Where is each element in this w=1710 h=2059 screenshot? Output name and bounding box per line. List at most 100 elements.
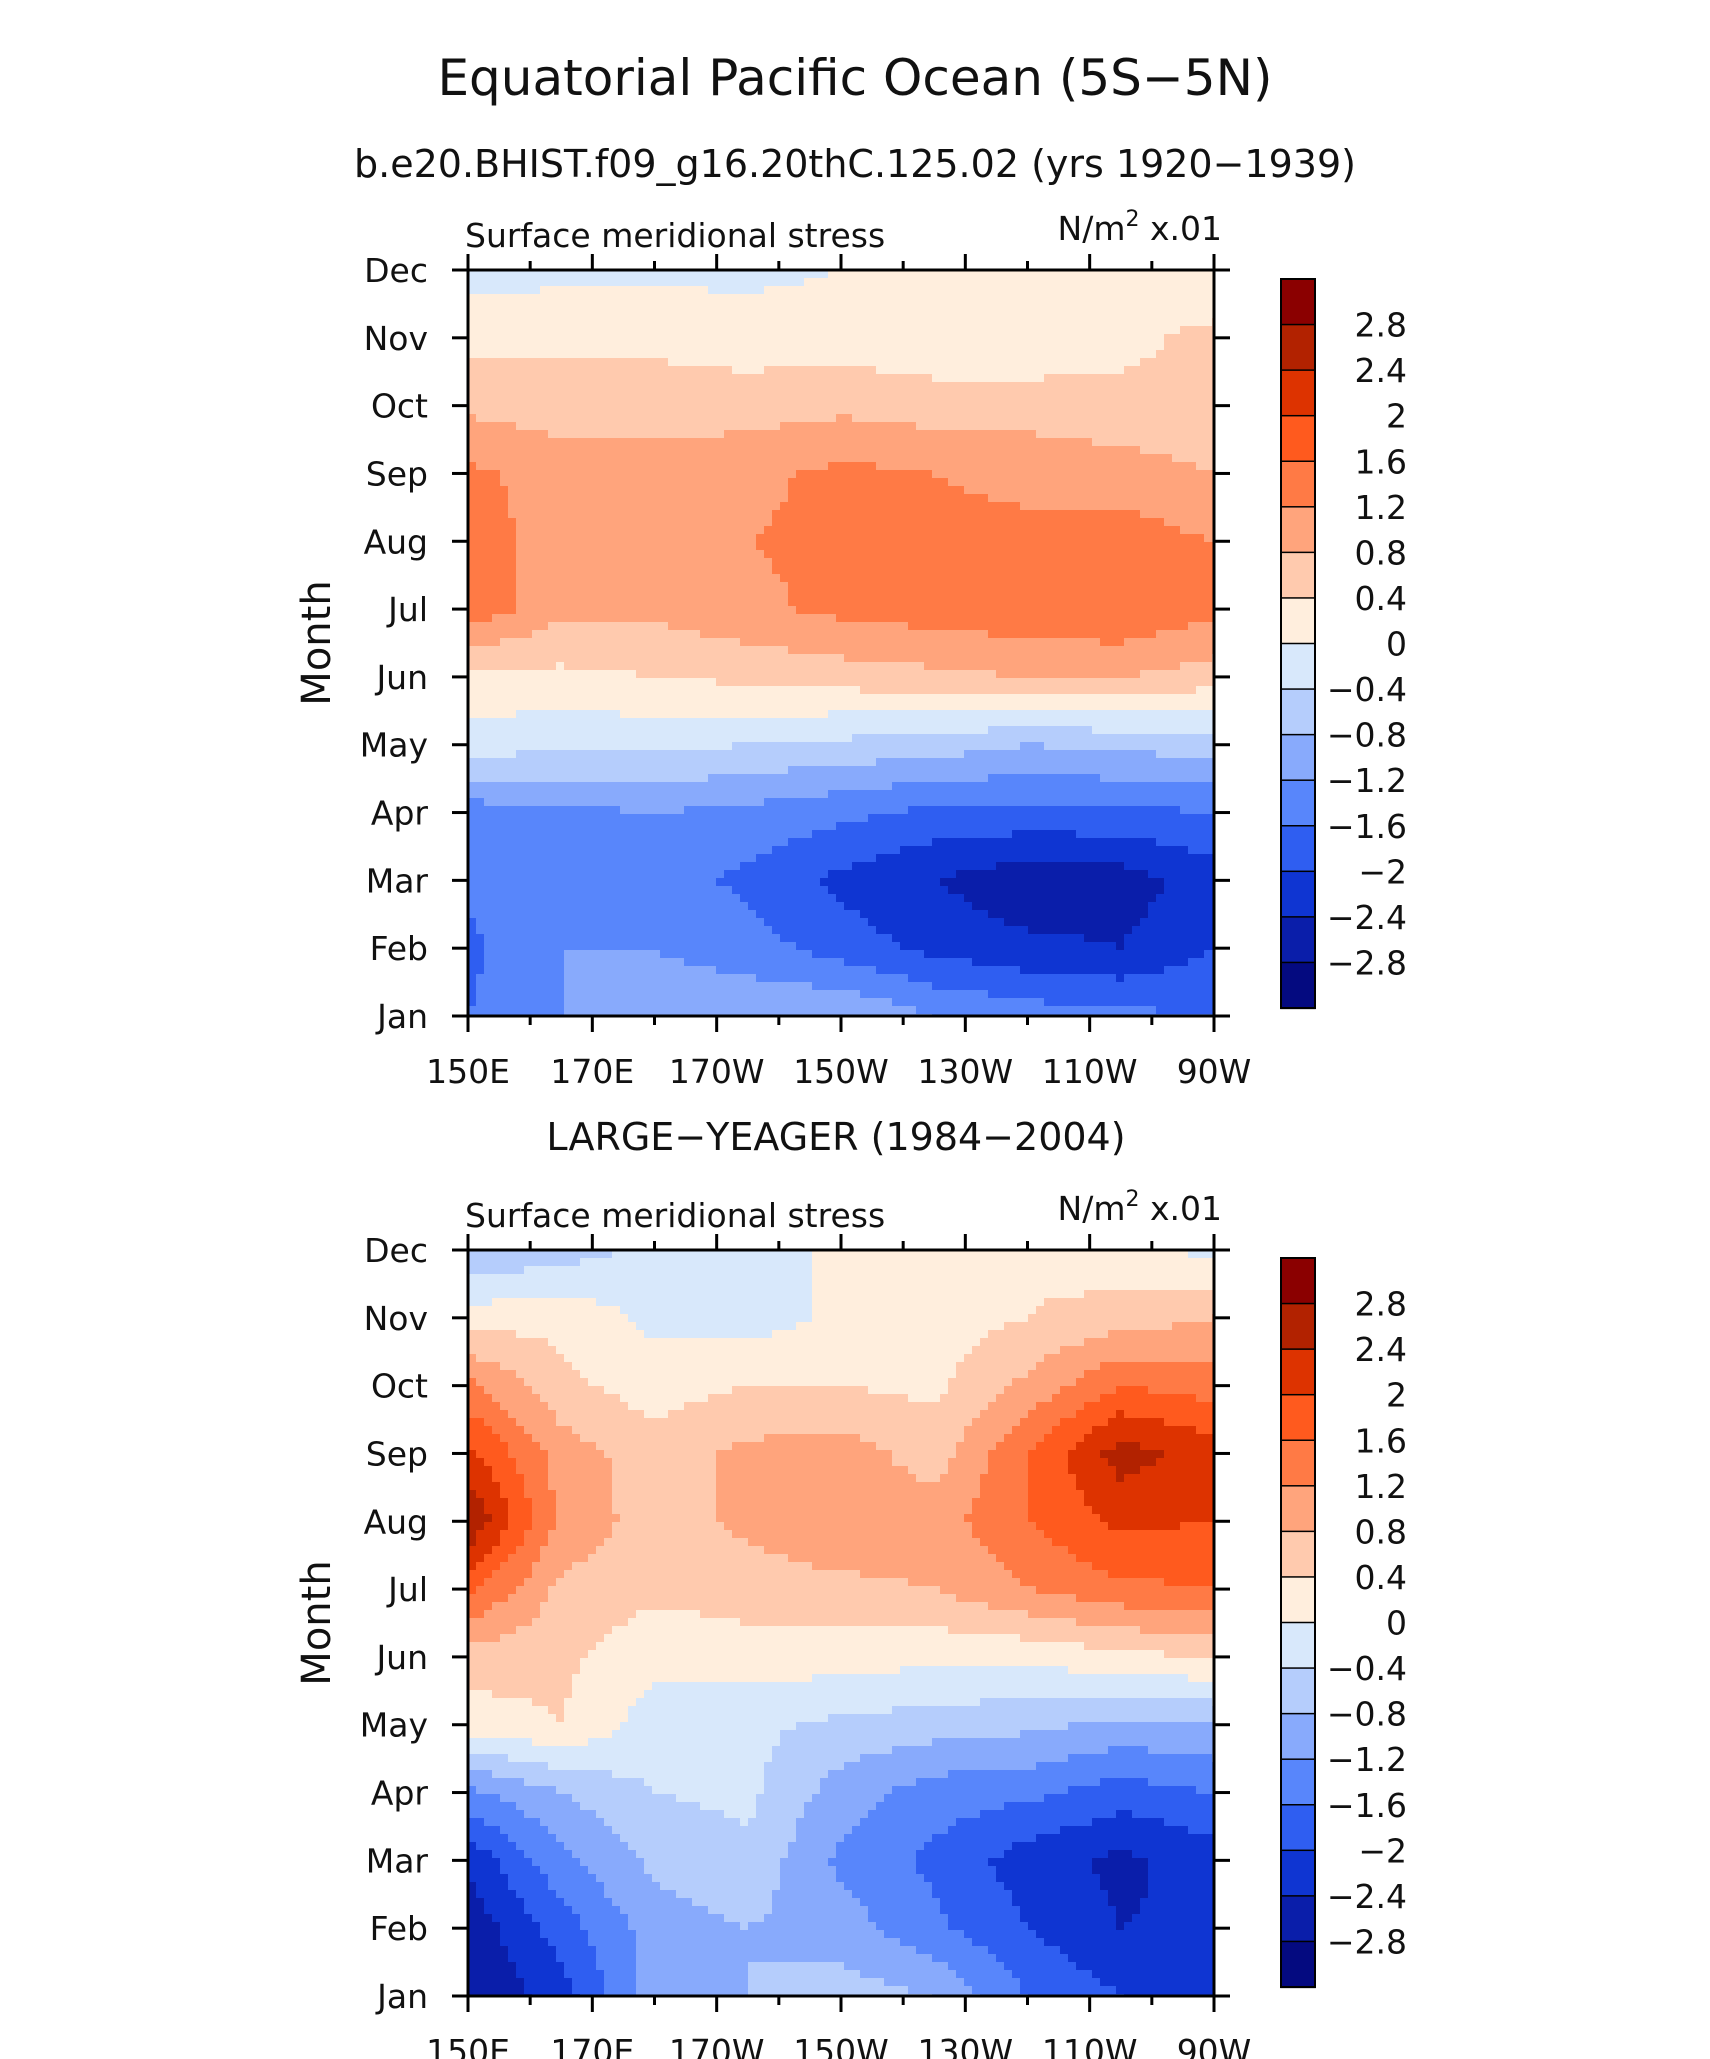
field-cell xyxy=(964,478,973,487)
field-cell xyxy=(1100,358,1109,367)
field-cell xyxy=(972,422,981,431)
field-cell xyxy=(1188,414,1197,423)
field-cell xyxy=(740,366,749,375)
field-cell xyxy=(580,358,589,367)
field-cell xyxy=(1164,382,1173,391)
field-cell xyxy=(1172,494,1181,503)
field-cell xyxy=(572,518,581,527)
field-cell xyxy=(668,390,677,399)
field-cell xyxy=(612,358,621,367)
field-cell xyxy=(884,542,893,551)
field-cell xyxy=(628,678,637,687)
field-cell xyxy=(828,678,837,687)
field-cell xyxy=(812,662,821,671)
field-cell xyxy=(900,414,909,423)
field-cell xyxy=(716,278,725,287)
field-cell xyxy=(804,662,813,671)
field-cell xyxy=(1172,294,1181,303)
field-cell xyxy=(508,566,517,575)
field-cell xyxy=(636,454,645,463)
field-cell xyxy=(1140,350,1149,359)
field-cell xyxy=(1148,670,1157,679)
field-cell xyxy=(612,398,621,407)
field-cell xyxy=(676,430,685,439)
field-cell xyxy=(1164,358,1173,367)
field-cell xyxy=(908,318,917,327)
field-cell xyxy=(636,310,645,319)
field-cell xyxy=(500,686,509,695)
field-cell xyxy=(940,398,949,407)
field-cell xyxy=(852,438,861,447)
field-cell xyxy=(1020,286,1029,295)
field-cell xyxy=(1044,358,1053,367)
field-cell xyxy=(1148,542,1157,551)
field-cell xyxy=(692,686,701,695)
field-cell xyxy=(652,342,661,351)
field-cell xyxy=(996,558,1005,567)
field-cell xyxy=(524,518,533,527)
field-cell xyxy=(636,686,645,695)
field-cell xyxy=(980,654,989,663)
field-cell xyxy=(812,302,821,311)
field-cell xyxy=(1108,518,1117,527)
field-cell xyxy=(820,534,829,543)
field-cell xyxy=(532,398,541,407)
field-cell xyxy=(1140,374,1149,383)
field-cell xyxy=(828,486,837,495)
field-cell xyxy=(852,382,861,391)
field-cell xyxy=(540,342,549,351)
field-cell xyxy=(1148,686,1157,695)
field-cell xyxy=(812,494,821,503)
field-cell xyxy=(1100,334,1109,343)
field-cell xyxy=(732,446,741,455)
field-cell xyxy=(844,390,853,399)
field-cell xyxy=(676,582,685,591)
field-cell xyxy=(1060,598,1069,607)
field-cell xyxy=(836,534,845,543)
field-cell xyxy=(532,318,541,327)
field-cell xyxy=(892,406,901,415)
field-cell xyxy=(908,454,917,463)
field-cell xyxy=(908,606,917,615)
field-cell xyxy=(788,422,797,431)
field-cell xyxy=(612,510,621,519)
field-cell xyxy=(668,294,677,303)
field-cell xyxy=(1060,286,1069,295)
field-cell xyxy=(708,670,717,679)
field-cell xyxy=(660,574,669,583)
field-cell xyxy=(1132,518,1141,527)
field-cell xyxy=(580,598,589,607)
field-cell xyxy=(1148,278,1157,287)
field-cell xyxy=(1148,678,1157,687)
field-cell xyxy=(732,486,741,495)
field-cell xyxy=(1188,390,1197,399)
field-cell xyxy=(1148,374,1157,383)
field-cell xyxy=(884,310,893,319)
field-cell xyxy=(1012,318,1021,327)
field-cell xyxy=(724,542,733,551)
field-cell xyxy=(1004,302,1013,311)
field-cell xyxy=(1180,558,1189,567)
field-cell xyxy=(1140,582,1149,591)
field-cell xyxy=(828,326,837,335)
field-cell xyxy=(868,494,877,503)
field-cell xyxy=(476,654,485,663)
field-cell xyxy=(1172,518,1181,527)
field-cell xyxy=(852,342,861,351)
field-cell xyxy=(820,398,829,407)
field-cell xyxy=(724,358,733,367)
field-cell xyxy=(924,630,933,639)
field-cell xyxy=(1124,510,1133,519)
field-cell xyxy=(804,574,813,583)
field-cell xyxy=(1012,542,1021,551)
field-cell xyxy=(556,286,565,295)
field-cell xyxy=(516,638,525,647)
field-cell xyxy=(716,454,725,463)
field-cell xyxy=(1076,342,1085,351)
field-cell xyxy=(1044,318,1053,327)
field-cell xyxy=(1164,670,1173,679)
field-cell xyxy=(716,302,725,311)
field-cell xyxy=(892,374,901,383)
field-cell xyxy=(732,630,741,639)
field-cell xyxy=(684,398,693,407)
